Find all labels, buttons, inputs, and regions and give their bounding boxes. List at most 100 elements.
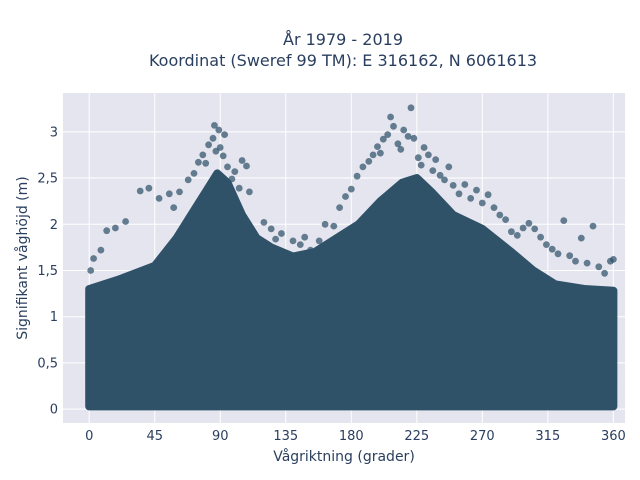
data-point	[321, 220, 329, 228]
data-point	[513, 232, 521, 239]
data-point	[379, 135, 387, 143]
y-tick-label: 0,5	[37, 356, 58, 371]
data-point	[502, 216, 509, 224]
data-point	[441, 176, 448, 184]
data-point	[235, 184, 243, 192]
data-point	[417, 161, 425, 169]
data-point	[449, 182, 457, 189]
data-point	[260, 219, 268, 226]
data-point	[205, 141, 213, 149]
data-point	[228, 175, 236, 183]
data-point	[554, 250, 562, 258]
data-point	[122, 218, 129, 225]
data-point	[429, 167, 437, 175]
data-point	[272, 235, 279, 243]
x-axis-ticks: 0 45 90 135 180 225 270 315 360	[85, 429, 626, 444]
data-point	[543, 241, 550, 249]
density-envelope	[85, 169, 618, 411]
data-point	[365, 158, 373, 165]
data-point	[307, 246, 314, 254]
data-point	[420, 144, 428, 151]
data-point	[103, 227, 111, 235]
data-point	[267, 225, 275, 233]
data-point	[374, 143, 381, 151]
data-point	[390, 122, 397, 130]
data-point	[387, 113, 394, 121]
data-point	[221, 131, 229, 139]
data-point	[243, 162, 250, 170]
data-point	[445, 163, 453, 171]
data-point	[209, 134, 217, 142]
data-point	[238, 157, 246, 164]
data-point	[170, 204, 178, 212]
data-point	[278, 230, 285, 237]
y-tick-label: 2,5	[37, 172, 58, 187]
data-point	[330, 222, 338, 230]
data-point	[589, 222, 597, 230]
x-tick-label: 360	[601, 429, 626, 444]
data-point	[336, 204, 343, 212]
data-point	[595, 263, 603, 271]
data-point	[184, 176, 192, 184]
data-point	[90, 255, 97, 262]
y-axis-ticks: 0 0,5 1 1,5 2 2,5 3	[37, 125, 58, 417]
y-tick-label: 3	[50, 125, 58, 140]
x-tick-label: 0	[85, 429, 93, 444]
data-point	[414, 154, 422, 162]
data-point	[400, 126, 408, 134]
data-point	[165, 190, 173, 198]
x-tick-label: 45	[146, 429, 163, 444]
x-axis-title: Vågriktning (grader)	[273, 448, 415, 465]
data-point	[432, 156, 440, 164]
data-point	[136, 187, 144, 195]
data-point	[384, 131, 392, 139]
data-point	[155, 195, 163, 202]
chart-subtitle: Koordinat (Sweref 99 TM): E 316162, N 60…	[149, 51, 537, 70]
data-point	[224, 163, 231, 171]
data-point	[353, 172, 361, 180]
data-point	[211, 122, 218, 129]
data-point	[560, 217, 568, 225]
data-point	[342, 193, 349, 200]
data-point	[572, 257, 579, 265]
data-point	[478, 199, 486, 207]
y-axis-title: Signifikant våghöjd (m)	[14, 176, 31, 339]
density-band	[85, 169, 618, 411]
data-point	[484, 191, 492, 199]
data-point	[548, 245, 556, 253]
data-point	[519, 224, 527, 232]
data-point	[577, 234, 585, 242]
data-point	[473, 186, 480, 194]
data-point	[377, 149, 384, 157]
data-point	[537, 233, 544, 241]
data-point	[425, 151, 432, 159]
y-tick-label: 1	[50, 310, 58, 325]
data-point	[301, 233, 309, 241]
data-point	[531, 225, 539, 233]
y-tick-label: 1,5	[37, 264, 58, 279]
data-point	[461, 181, 469, 188]
chart-title: År 1979 - 2019	[283, 30, 403, 49]
x-tick-label: 180	[339, 429, 364, 444]
data-point	[176, 188, 183, 196]
data-point	[219, 152, 227, 160]
data-point	[315, 237, 323, 245]
data-point	[410, 134, 418, 142]
data-point	[359, 163, 367, 171]
data-point	[369, 151, 377, 159]
data-point	[467, 195, 475, 202]
data-point	[145, 184, 153, 192]
data-point	[394, 140, 402, 148]
data-point	[97, 246, 105, 254]
data-point	[397, 146, 405, 153]
data-point	[436, 171, 444, 179]
data-points	[87, 104, 617, 277]
data-point	[289, 237, 297, 245]
data-point	[496, 211, 504, 219]
data-point	[455, 190, 463, 198]
x-tick-label: 225	[404, 429, 429, 444]
data-point	[490, 204, 498, 212]
data-point	[190, 170, 198, 177]
data-point	[215, 126, 223, 134]
